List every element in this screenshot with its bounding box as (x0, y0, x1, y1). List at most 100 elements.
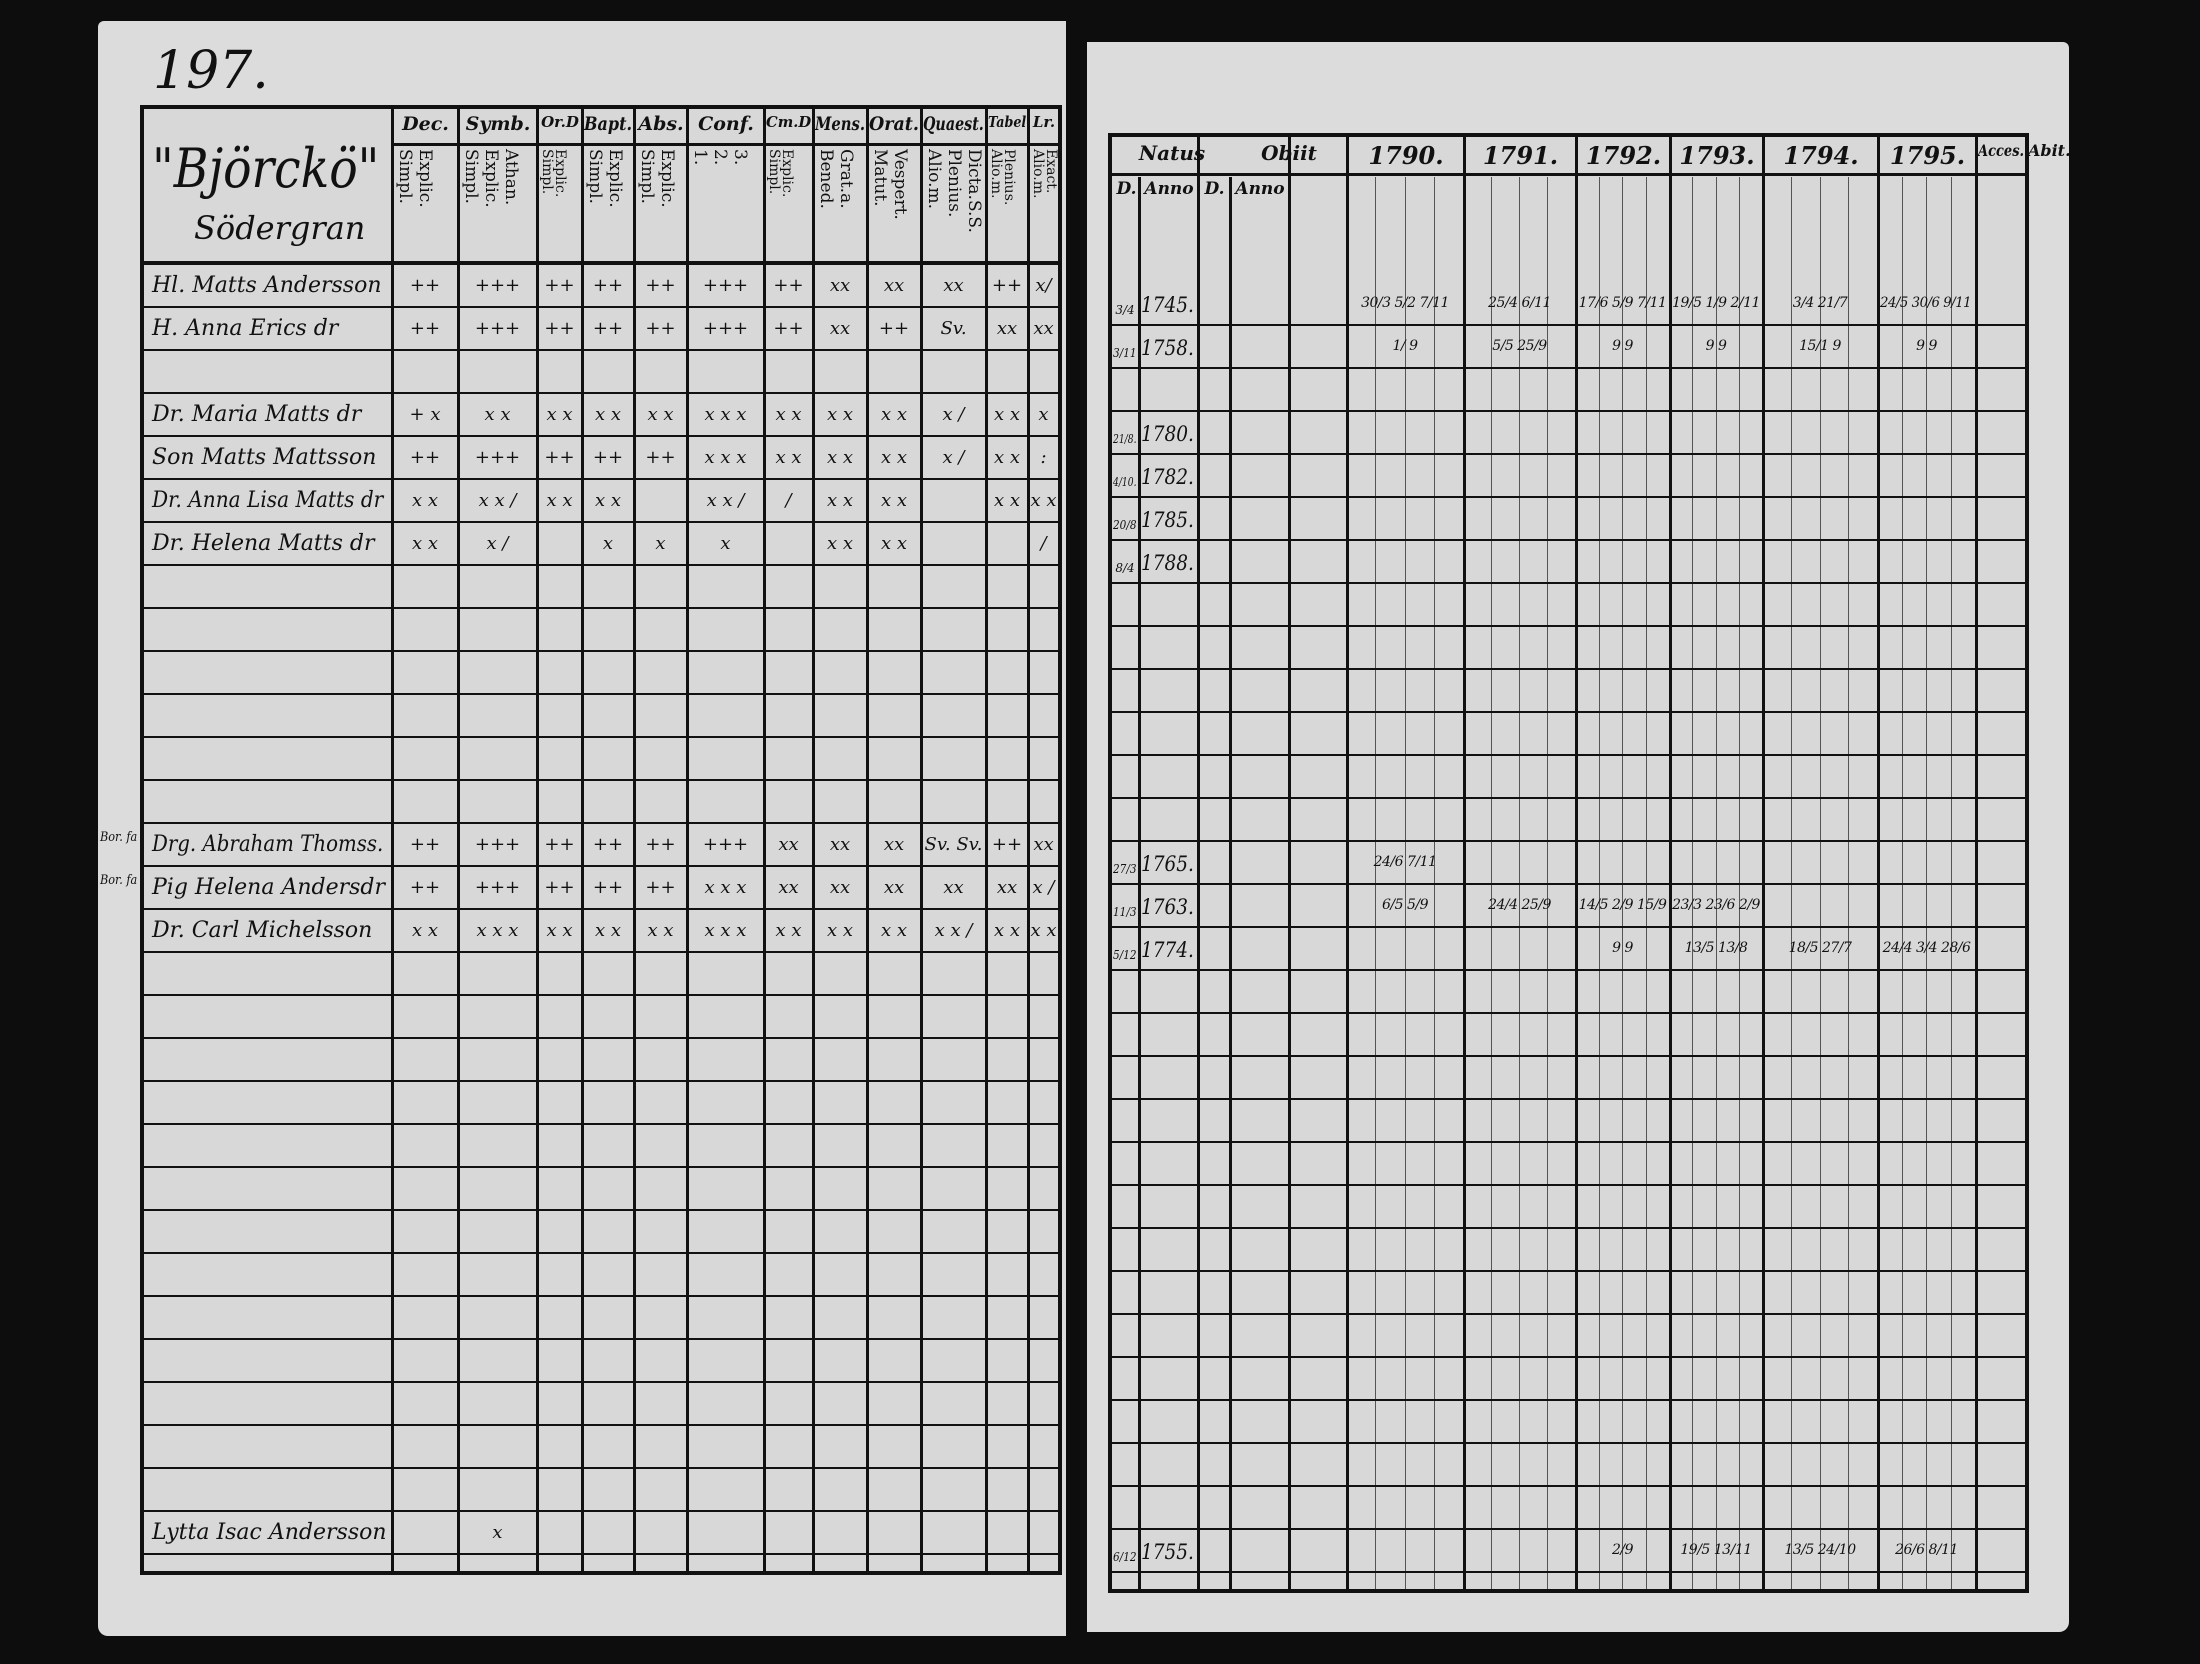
catechism-mark: ++ (592, 447, 624, 468)
column-divider (1346, 137, 1349, 1589)
row-rule (1112, 1270, 2025, 1272)
column-header: Bapt. (584, 113, 633, 135)
row-rule (1112, 496, 2025, 498)
column-header: Abs. (638, 113, 684, 135)
catechism-mark: Sv. Sv. (924, 834, 983, 855)
catechism-mark: x x (880, 490, 908, 511)
catechism-mark: ++ (409, 318, 441, 339)
catechism-mark: x x (484, 404, 511, 425)
year-header: Natus (1138, 141, 1206, 165)
catechism-mark: +++ (474, 318, 521, 339)
row-rule (144, 1080, 1058, 1082)
parish-title: "Björckö" (152, 137, 380, 200)
catechism-mark: +++ (474, 447, 521, 468)
catechism-mark: xx (829, 834, 851, 855)
row-rule (144, 1209, 1058, 1211)
margin-note: Bor. fa (100, 873, 138, 888)
column-subheader: Explic. Simpl. (766, 149, 795, 198)
column-header: Cm.D (766, 113, 812, 131)
catechism-mark: x x (594, 920, 622, 941)
row-rule (144, 1166, 1058, 1168)
column-subheader: Dicta.S.S. Plenius. Alio.m. (924, 149, 984, 233)
catechism-mark: x x (594, 490, 622, 511)
birth-year: 1780. (1141, 422, 1194, 446)
column-subheader: Vespert. Matut. (870, 149, 910, 220)
catechism-mark: +++ (702, 318, 749, 339)
catechism-mark: x x (775, 447, 802, 468)
column-header: Quaest. (923, 113, 984, 135)
catechism-mark: x x (546, 920, 573, 941)
column-header: Conf. (698, 113, 754, 135)
column-subheader: 3. 2. 1. (690, 149, 750, 166)
row-rule (144, 564, 1058, 566)
row-rule (1112, 539, 2025, 541)
person-name: Son Matts Mattsson (152, 445, 377, 470)
catechism-mark: x / (486, 533, 509, 554)
column-divider (1027, 109, 1030, 1571)
date-subheader: D. (1116, 179, 1137, 199)
column-subheader: Explic. Simpl. (637, 149, 677, 208)
column-subheader: Explic. Simpl. (585, 149, 625, 208)
column-divider (812, 109, 815, 1571)
communion-date: 1/ 9 (1392, 338, 1418, 354)
catechism-mark: x x x (704, 877, 747, 898)
catechism-mark: xx (778, 834, 799, 855)
header-divider (144, 261, 1058, 265)
row-rule (144, 1295, 1058, 1297)
birth-year: 1785. (1141, 508, 1194, 532)
communion-date: 15/1 9 (1799, 338, 1841, 354)
column-header: Orat. (869, 113, 919, 135)
right-page: Natus Obiit 1790. 1791. 1792. 1793. 1794. 1795.… (1087, 42, 2071, 1632)
catechism-mark: +++ (702, 275, 749, 296)
catechism-mark: ++ (645, 877, 676, 898)
catechism-mark: ++ (592, 275, 624, 296)
column-header: Dec. (402, 113, 449, 135)
catechism-mark: x x (1030, 920, 1057, 941)
row-rule (144, 349, 1058, 351)
catechism-mark: x x (993, 490, 1021, 511)
communion-date: 13/5 24/10 (1784, 1542, 1856, 1558)
column-divider (581, 109, 584, 1571)
catechism-mark: xx (1033, 318, 1054, 339)
column-divider (866, 109, 869, 1571)
communion-date: 23/3 23/6 2/9 (1672, 897, 1760, 913)
catechism-mark: ++ (773, 318, 804, 339)
catechism-mark: x x (826, 920, 854, 941)
birth-year: 1745. (1141, 293, 1194, 317)
catechism-mark: x (1038, 404, 1049, 425)
row-rule (144, 1252, 1058, 1254)
row-rule (1112, 1012, 2025, 1014)
column-divider (985, 109, 988, 1571)
birth-day: 5/12 (1113, 948, 1137, 962)
catechism-mark: x/ (1035, 275, 1052, 296)
parish-subtitle: Södergran (194, 209, 366, 247)
catechism-mark: ++ (645, 447, 676, 468)
communion-date: 5/5 25/9 (1492, 338, 1547, 354)
communion-date: 30/3 5/2 7/11 (1361, 295, 1449, 311)
communion-date: 9 9 (1612, 940, 1633, 956)
person-name: Dr. Anna Lisa Matts dr (152, 488, 384, 513)
catechism-mark: x x / (478, 490, 517, 511)
catechism-mark: x x (826, 404, 854, 425)
catechism-mark: x x (546, 404, 573, 425)
birth-day: 4/10. (1113, 475, 1137, 489)
person-name: Dr. Carl Michelsson (152, 918, 373, 943)
column-header: Symb. (465, 113, 531, 135)
catechism-mark: xx (829, 318, 851, 339)
catechism-mark: ++ (645, 318, 676, 339)
birth-year: 1758. (1141, 336, 1194, 360)
birth-day: 3/11 (1113, 346, 1137, 360)
catechism-mark: x x (993, 404, 1021, 425)
catechism-mark: x x x (476, 920, 519, 941)
column-divider (920, 109, 923, 1571)
catechism-mark: x x (826, 447, 854, 468)
communion-date: 18/5 27/7 (1788, 940, 1852, 956)
left-register-table: "Björckö" Södergran Dec. Explic. Simpl. Sy… (140, 105, 1062, 1575)
catechism-mark: +++ (474, 275, 521, 296)
catechism-mark: / (785, 490, 792, 511)
birth-year: 1765. (1141, 852, 1194, 876)
catechism-mark: x x (993, 920, 1021, 941)
catechism-mark: ++ (409, 447, 441, 468)
row-rule (1112, 1227, 2025, 1229)
birth-year: 1782. (1141, 465, 1194, 489)
